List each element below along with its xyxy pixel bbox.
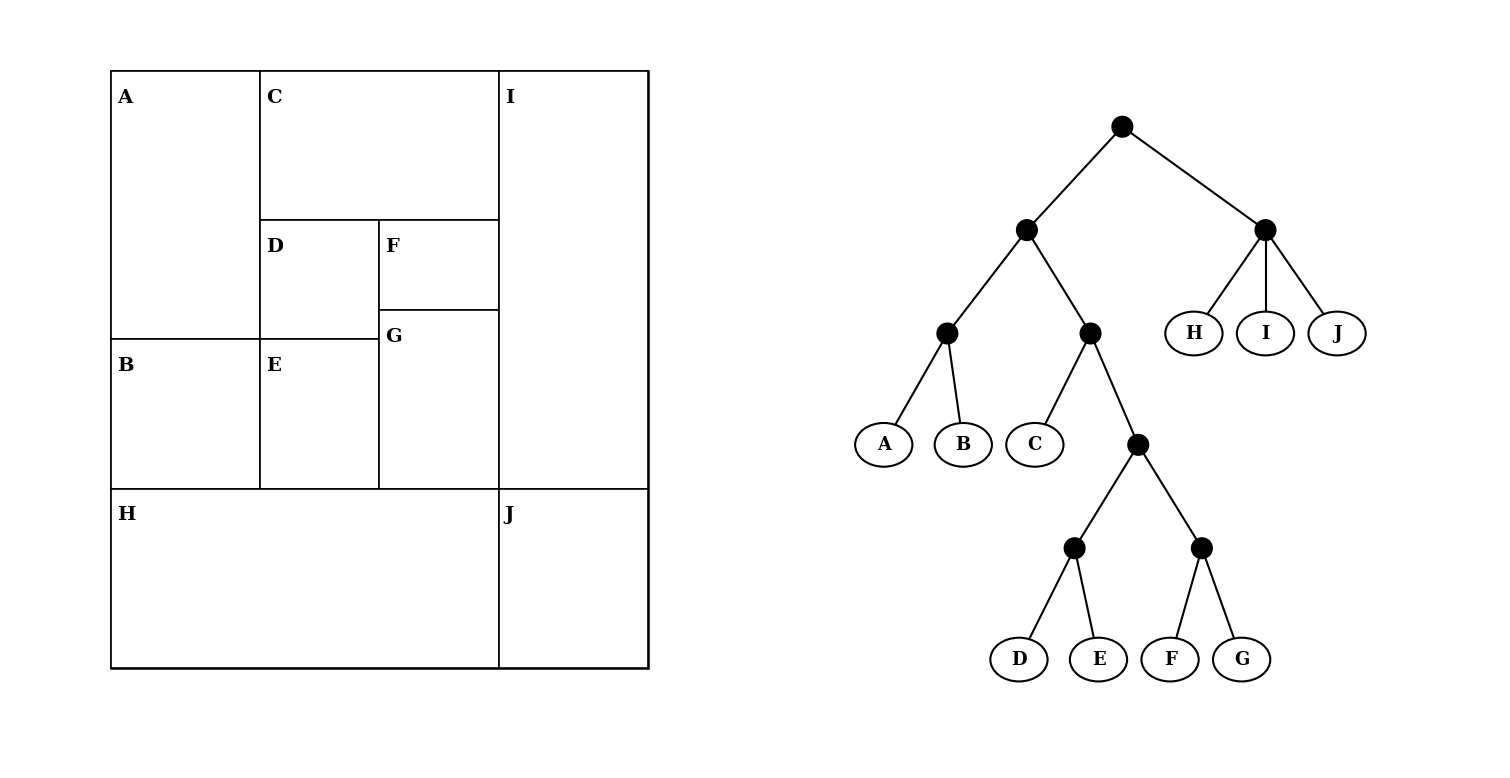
Text: G: G <box>1234 650 1249 668</box>
Bar <box>260 71 498 220</box>
Bar <box>260 339 379 489</box>
Text: E: E <box>1092 650 1105 668</box>
Text: B: B <box>116 357 133 375</box>
Ellipse shape <box>1166 312 1223 356</box>
Text: F: F <box>385 238 399 256</box>
Bar <box>260 220 379 339</box>
Text: D: D <box>266 238 282 256</box>
Bar <box>498 71 648 489</box>
Ellipse shape <box>855 423 912 467</box>
Bar <box>379 310 498 489</box>
Text: H: H <box>116 506 136 524</box>
Bar <box>110 71 648 668</box>
Ellipse shape <box>1006 423 1063 467</box>
Text: E: E <box>266 357 281 375</box>
Text: C: C <box>266 89 282 107</box>
Ellipse shape <box>1142 638 1199 682</box>
Bar <box>379 220 498 310</box>
Text: C: C <box>1028 436 1042 454</box>
Text: A: A <box>877 436 891 454</box>
Ellipse shape <box>1309 312 1365 356</box>
Circle shape <box>1128 434 1149 455</box>
Text: H: H <box>1185 324 1202 342</box>
Text: J: J <box>1333 324 1341 342</box>
Circle shape <box>938 323 957 344</box>
Ellipse shape <box>935 423 992 467</box>
Circle shape <box>1191 538 1213 559</box>
Circle shape <box>1111 117 1132 137</box>
Bar <box>110 489 498 668</box>
Text: D: D <box>1012 650 1027 668</box>
Ellipse shape <box>1237 312 1294 356</box>
Bar <box>110 339 260 489</box>
Text: G: G <box>385 328 402 345</box>
Bar <box>110 71 260 339</box>
Circle shape <box>1080 323 1101 344</box>
Ellipse shape <box>991 638 1048 682</box>
Circle shape <box>1016 219 1037 240</box>
Text: B: B <box>956 436 971 454</box>
Circle shape <box>1255 219 1276 240</box>
Text: I: I <box>504 89 513 107</box>
Text: F: F <box>1164 650 1176 668</box>
Ellipse shape <box>1213 638 1270 682</box>
Text: A: A <box>116 89 131 107</box>
Circle shape <box>1065 538 1086 559</box>
Text: J: J <box>504 506 513 524</box>
Ellipse shape <box>1071 638 1126 682</box>
Text: I: I <box>1261 324 1270 342</box>
Bar <box>498 489 648 668</box>
